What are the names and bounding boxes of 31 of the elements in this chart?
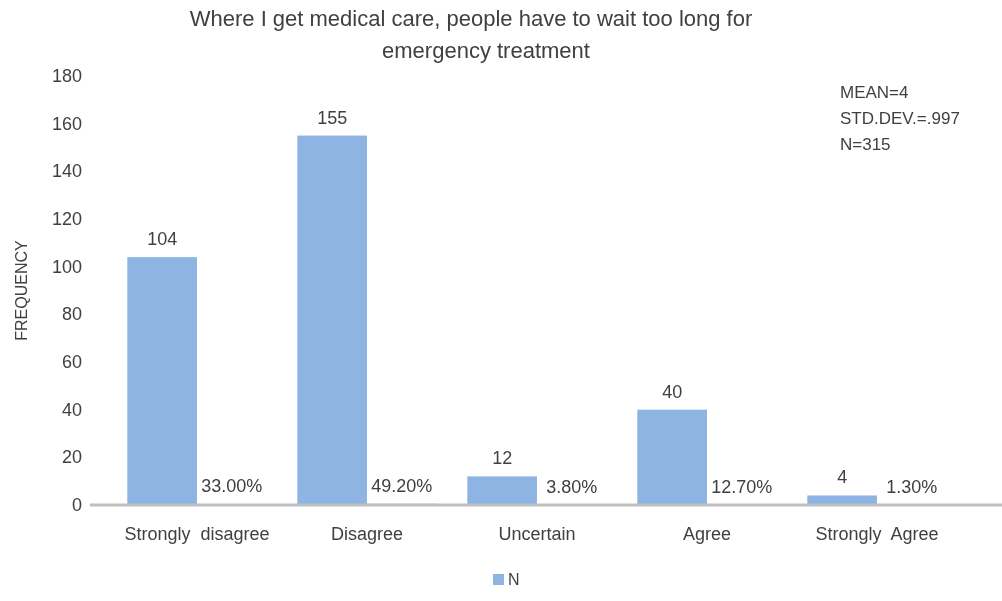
x-tick-label: Uncertain [498,524,576,544]
y-tick-label: 60 [61,352,82,372]
data-label: 33.00% [201,476,263,497]
chart-title: Where I get medical care, people have to wait too long for emergency treatment [189,6,753,63]
data-label: 1.30% [886,476,938,497]
data-label: 3.80% [546,476,598,497]
x-tick-label: Strongly Agree [815,524,939,544]
data-label: 4 [837,467,848,488]
y-axis-title: FREQUENCY [13,239,30,341]
x-tick-label: Agree [682,524,732,544]
data-label: 104 [147,229,178,250]
x-tick-label: Strongly disagree [124,524,270,544]
data-label: 40 [662,381,683,402]
y-tick-label: 180 [51,66,82,86]
y-tick-label: 40 [61,399,82,420]
data-label: 12.70% [711,476,773,497]
y-tick-label: 140 [51,161,82,182]
annotation: STD.DEV.=.997 [840,109,960,128]
y-tick-label: 0 [71,495,82,515]
y-tick-label: 100 [51,256,82,277]
annotation: MEAN=4 [840,83,909,102]
y-tick-label: 120 [51,209,82,229]
y-tick-label: 160 [51,113,82,134]
y-tick-label: 20 [61,447,82,468]
data-label: 155 [317,107,348,128]
x-tick-label: Disagree [330,524,404,544]
data-label: 49.20% [371,475,433,496]
legend-label: N [508,571,520,588]
data-label: 12 [492,448,513,469]
annotation: N=315 [840,135,891,154]
y-tick-label: 80 [61,304,82,325]
